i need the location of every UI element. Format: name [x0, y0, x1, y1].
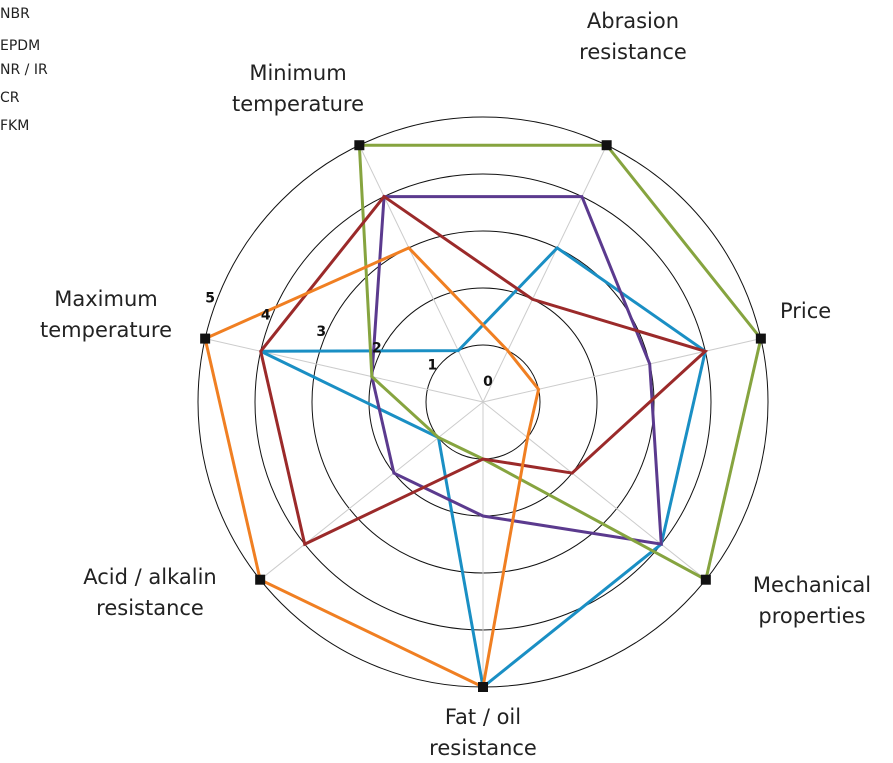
- series-line: [203, 246, 541, 690]
- series-line: [370, 195, 663, 546]
- series-line: [259, 194, 709, 547]
- axis-label: Abrasion resistance: [579, 9, 687, 64]
- axis-marker: [700, 574, 711, 585]
- axis-label-line: temperature: [232, 92, 364, 116]
- axis-line: [482, 401, 707, 581]
- r-tick-label: 2: [372, 341, 382, 357]
- axis-label: Maximum temperature: [40, 287, 172, 342]
- legend-label: NBR: [0, 6, 30, 22]
- axis-line: [259, 401, 484, 581]
- legend-label: NR / IR: [0, 62, 48, 78]
- axis-label-line: resistance: [579, 40, 687, 64]
- axis-marker: [354, 140, 365, 151]
- legend-label: FKM: [0, 118, 29, 134]
- axis-line: [482, 145, 608, 403]
- axis-label-line: Mechanical: [753, 573, 871, 597]
- axis-label: Price: [780, 299, 831, 323]
- axis-marker: [601, 140, 612, 151]
- axis-label: Fat / oil resistance: [429, 705, 537, 760]
- axis-label-line: Acid / alkalin: [83, 565, 216, 589]
- axis-label-line: resistance: [96, 596, 204, 620]
- axis-label-line: temperature: [40, 318, 172, 342]
- legend-label: CR: [0, 90, 20, 106]
- r-tick-label: 4: [261, 307, 271, 323]
- axis-label-line: resistance: [429, 736, 537, 760]
- axis-marker: [478, 682, 488, 692]
- r-tick-label: 1: [428, 357, 438, 373]
- axis-marker: [200, 333, 211, 344]
- axis-label-line: Minimum: [249, 61, 346, 85]
- legend-label: EPDM: [0, 38, 40, 54]
- r-tick-label: 3: [316, 324, 326, 340]
- axis-label: Acid / alkalin resistance: [83, 565, 216, 620]
- axis-line: [205, 338, 484, 403]
- r-tick-label: 5: [205, 291, 215, 307]
- axis-label-line: Abrasion: [587, 9, 679, 33]
- axis-label-line: Price: [780, 299, 831, 323]
- axis-label: Mechanical properties: [753, 573, 871, 628]
- axis-label-line: properties: [758, 604, 865, 628]
- axis-label: Minimum temperature: [232, 61, 364, 116]
- r-tick-label: 0: [483, 374, 493, 390]
- axis-marker: [755, 333, 766, 344]
- axis-label-line: Maximum: [54, 287, 157, 311]
- axis-line: [482, 338, 761, 403]
- series-line: [260, 245, 707, 690]
- axis-marker: [255, 574, 266, 585]
- axis-label-line: Fat / oil: [445, 705, 521, 729]
- series-line: [357, 143, 763, 582]
- axis-line: [358, 145, 484, 403]
